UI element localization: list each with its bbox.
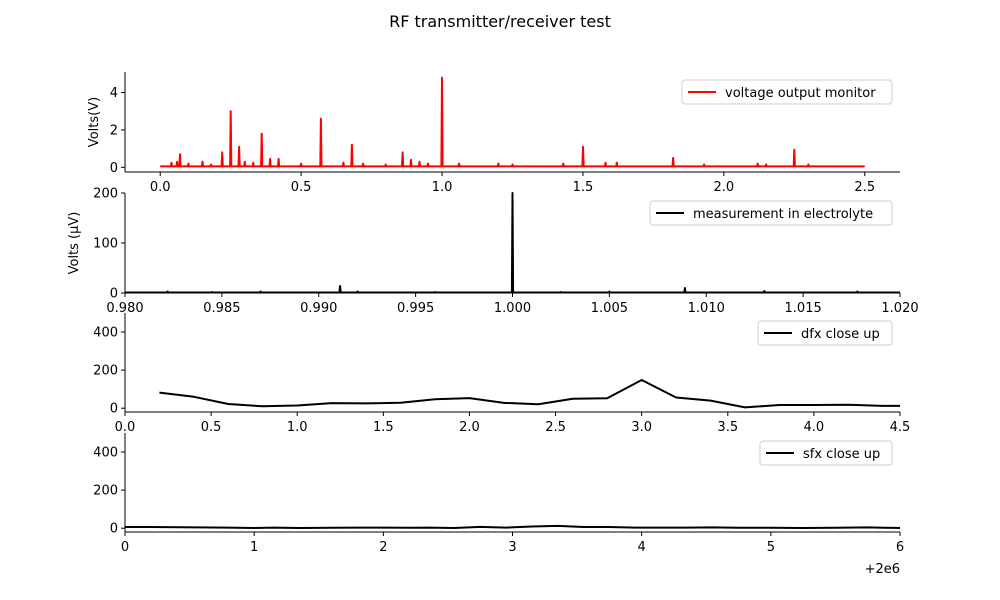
y-tick-label: 0 [110, 161, 118, 176]
figure-title: RF transmitter/receiver test [389, 12, 611, 31]
x-tick-label: 0.995 [397, 301, 434, 316]
x-tick-label: 1.000 [494, 301, 531, 316]
series-line-0 [159, 379, 900, 409]
x-tick-label: 0.0 [115, 420, 136, 435]
legend: sfx close up [759, 440, 893, 466]
y-tick-label: 2 [110, 123, 118, 138]
legend-label: measurement in electrolyte [693, 207, 873, 222]
legend-label: voltage output monitor [725, 86, 876, 101]
subplot-p3: 0.0 0.5 1.0 1.5 2.0 2.5 3.0 3.5 4.0 4.5 0 200 400 dfx… [93, 313, 910, 435]
series-line-0 [125, 524, 901, 529]
x-tick-label: 5 [767, 540, 775, 555]
legend-box [757, 320, 893, 346]
x-tick-label: 3.5 [717, 420, 738, 435]
x-tick-label: 2.5 [854, 180, 875, 195]
y-tick-label: 100 [93, 237, 118, 252]
x-tick-label: 6 [896, 540, 904, 555]
x-tick-label: 2.5 [545, 420, 566, 435]
series-line-0 [125, 192, 900, 294]
x-offset-label: +2e6 [865, 562, 900, 577]
y-axis-label: Volts(V) [87, 97, 102, 147]
x-tick-label: 3.0 [631, 420, 652, 435]
y-tick-label: 400 [93, 446, 118, 461]
x-tick-label: 3 [508, 540, 516, 555]
y-tick-label: 200 [93, 484, 118, 499]
x-tick-label: 1.0 [432, 180, 453, 195]
y-tick-label: 200 [93, 364, 118, 379]
x-tick-label: 1 [250, 540, 258, 555]
x-tick-label: 1.015 [785, 301, 822, 316]
x-tick-label: 0.5 [201, 420, 222, 435]
x-tick-label: 4.0 [804, 420, 825, 435]
x-tick-label: 0 [121, 540, 129, 555]
x-tick-label: 1.020 [881, 301, 918, 316]
y-tick-label: 4 [110, 86, 118, 101]
subplot-p1: 0.0 0.5 1.0 1.5 2.0 2.5 0 2 4 Volts(V) voltage out… [87, 72, 900, 195]
x-tick-label: 0.985 [203, 301, 240, 316]
y-tick-label: 0 [110, 522, 118, 537]
x-tick-label: 1.005 [591, 301, 628, 316]
legend: dfx close up [757, 320, 893, 346]
subplots: 0.0 0.5 1.0 1.5 2.0 2.5 0 2 4 Volts(V) voltage out… [67, 72, 919, 577]
subplot-p4: 0 1 2 3 4 5 6 0 200 400 +2e6 sfx close up [93, 433, 904, 577]
y-tick-label: 0 [110, 402, 118, 417]
y-tick-label: 400 [93, 326, 118, 341]
x-tick-label: 1.5 [573, 180, 594, 195]
x-tick-label: 2.0 [459, 420, 480, 435]
legend: voltage output monitor [681, 79, 893, 105]
legend-label: dfx close up [801, 327, 880, 342]
x-tick-label: 1.010 [688, 301, 725, 316]
legend-label: sfx close up [803, 447, 880, 462]
x-tick-label: 1.0 [287, 420, 308, 435]
legend-box [759, 440, 893, 466]
x-tick-label: 0.0 [150, 180, 171, 195]
x-tick-label: 4 [638, 540, 646, 555]
x-tick-label: 0.980 [106, 301, 143, 316]
x-tick-label: 2.0 [714, 180, 735, 195]
x-tick-label: 2 [379, 540, 387, 555]
y-axis-label: Volts (μV) [67, 212, 82, 275]
x-tick-label: 1.5 [373, 420, 394, 435]
y-tick-label: 0 [110, 287, 118, 302]
x-tick-label: 4.5 [890, 420, 911, 435]
subplot-p2: 0.980 0.985 0.990 0.995 1.000 1.005 1.010 1.015… [67, 187, 919, 317]
legend-box [681, 79, 893, 105]
y-tick-label: 200 [93, 187, 118, 202]
x-tick-label: 0.990 [300, 301, 337, 316]
legend: measurement in electrolyte [649, 200, 893, 226]
x-tick-label: 0.5 [291, 180, 312, 195]
legend-box [649, 200, 893, 226]
series-line-0 [160, 76, 865, 168]
